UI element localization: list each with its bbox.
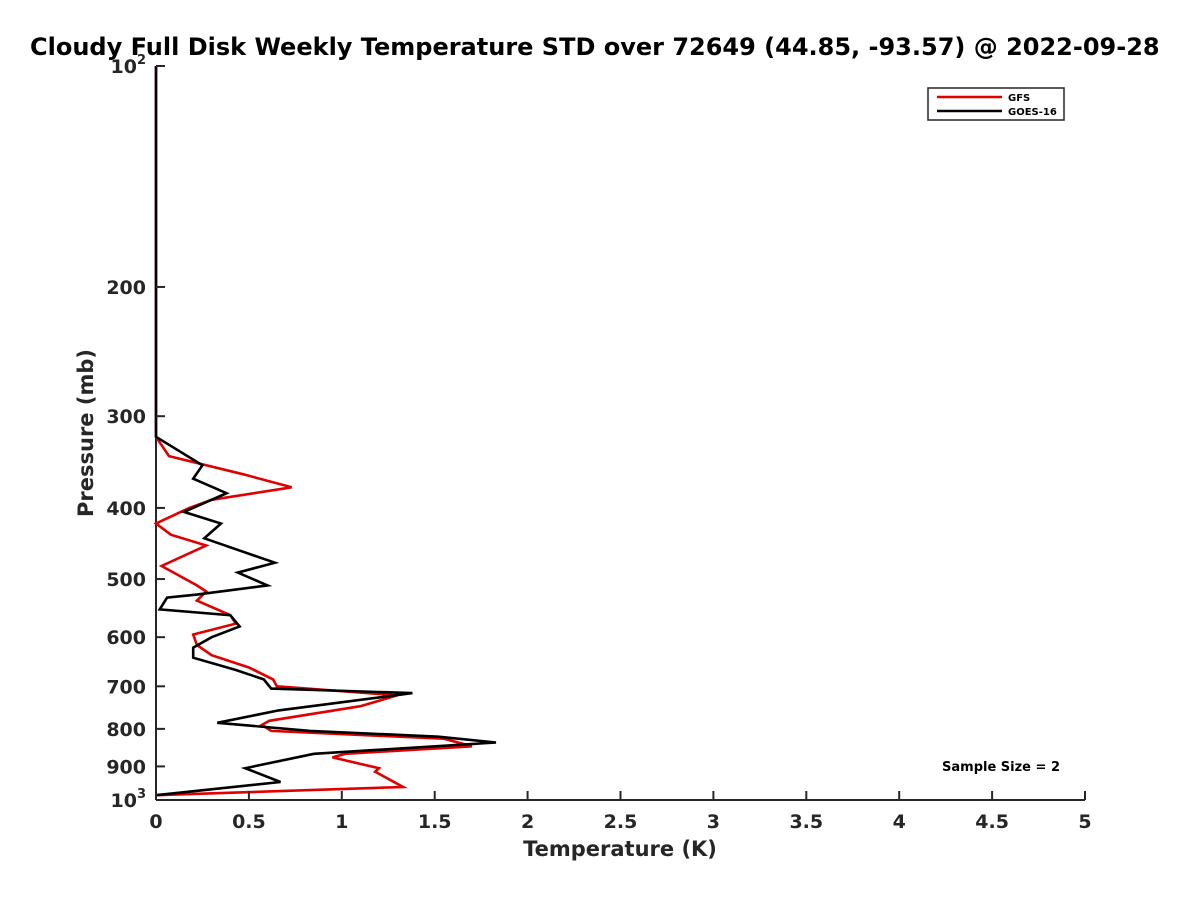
y-tick-label: 600 bbox=[106, 627, 146, 649]
x-tick-label: 3.5 bbox=[789, 811, 823, 833]
plot-area bbox=[153, 66, 1085, 801]
x-tick-label: 4.5 bbox=[975, 811, 1009, 833]
x-tick-label: 2 bbox=[521, 811, 534, 833]
series-line-goes-16 bbox=[154, 66, 497, 797]
x-tick-label: 2.5 bbox=[604, 811, 638, 833]
x-tick-label: 0 bbox=[149, 811, 162, 833]
x-axis-label: Temperature (K) bbox=[523, 837, 717, 861]
legend-entry: GOES-16 bbox=[1008, 107, 1057, 118]
y-tick-label: 102 bbox=[111, 53, 147, 78]
y-axis-ticks: 102 200 300 400 500 600 700 800 900 103 bbox=[106, 53, 165, 812]
series-line-gfs bbox=[153, 66, 473, 797]
y-tick-label: 103 bbox=[111, 787, 147, 812]
y-tick-label: 400 bbox=[106, 498, 146, 520]
x-tick-label: 1 bbox=[335, 811, 348, 833]
x-tick-label: 4 bbox=[893, 811, 906, 833]
legend: GFS GOES-16 bbox=[927, 87, 1065, 121]
x-axis-ticks: 0 0.5 1 1.5 2 2.5 3 3.5 4 4.5 5 bbox=[149, 791, 1092, 833]
legend-entry: GFS bbox=[1008, 93, 1030, 104]
sample-size-annotation: Sample Size = 2 bbox=[942, 760, 1060, 775]
y-tick-label: 900 bbox=[106, 756, 146, 778]
chart-title: Cloudy Full Disk Weekly Temperature STD … bbox=[30, 33, 1160, 61]
y-tick-label: 300 bbox=[106, 406, 146, 428]
x-tick-label: 5 bbox=[1078, 811, 1091, 833]
x-tick-label: 0.5 bbox=[232, 811, 266, 833]
y-tick-label: 500 bbox=[106, 569, 146, 591]
x-tick-label: 1.5 bbox=[418, 811, 452, 833]
y-tick-label: 200 bbox=[106, 277, 146, 299]
legend-box bbox=[927, 87, 1065, 121]
x-tick-label: 3 bbox=[707, 811, 720, 833]
y-tick-label: 700 bbox=[106, 676, 146, 698]
y-tick-label: 800 bbox=[106, 719, 146, 741]
y-axis-label: Pressure (mb) bbox=[74, 349, 98, 517]
